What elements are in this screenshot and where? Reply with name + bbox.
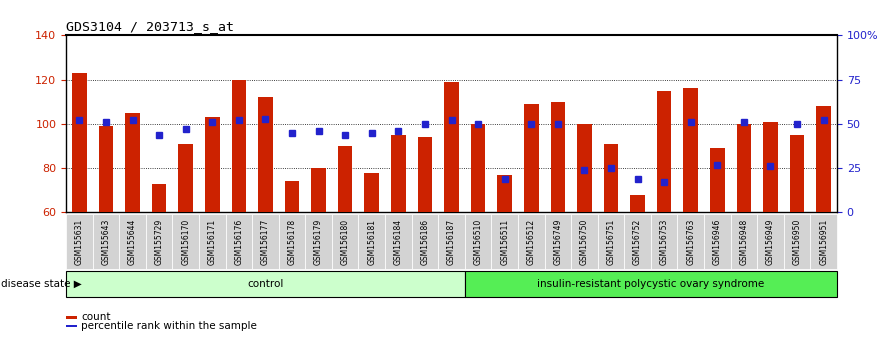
Bar: [285, 181, 300, 212]
Text: count: count: [81, 312, 110, 322]
Bar: [125, 113, 140, 212]
Bar: [232, 80, 246, 212]
Bar: [470, 124, 485, 212]
Bar: [338, 146, 352, 212]
Bar: [365, 172, 379, 212]
Bar: [444, 82, 459, 212]
Text: control: control: [248, 279, 284, 289]
Text: GSM156184: GSM156184: [394, 218, 403, 265]
Bar: [205, 117, 219, 212]
Text: GSM156951: GSM156951: [819, 218, 828, 265]
Bar: [710, 148, 725, 212]
Text: GSM156949: GSM156949: [766, 218, 775, 265]
Bar: [311, 168, 326, 212]
Text: GSM156510: GSM156510: [474, 218, 483, 265]
Text: GSM155631: GSM155631: [75, 218, 84, 265]
Text: GSM156186: GSM156186: [420, 218, 429, 265]
Bar: [657, 91, 671, 212]
Text: GSM156946: GSM156946: [713, 218, 722, 265]
Text: GSM156171: GSM156171: [208, 218, 217, 265]
Text: GSM155643: GSM155643: [101, 218, 110, 265]
Text: GSM156763: GSM156763: [686, 218, 695, 265]
Bar: [498, 175, 512, 212]
Bar: [551, 102, 565, 212]
Text: GSM156752: GSM156752: [633, 218, 642, 265]
Bar: [524, 104, 538, 212]
Bar: [763, 122, 778, 212]
Bar: [577, 124, 592, 212]
Text: GSM156187: GSM156187: [447, 218, 456, 265]
Text: percentile rank within the sample: percentile rank within the sample: [81, 321, 257, 331]
Bar: [630, 195, 645, 212]
Text: GSM156512: GSM156512: [527, 218, 536, 265]
Text: GSM156179: GSM156179: [315, 218, 323, 265]
Text: GSM156177: GSM156177: [261, 218, 270, 265]
Text: GSM156176: GSM156176: [234, 218, 243, 265]
Bar: [817, 106, 831, 212]
Bar: [789, 135, 804, 212]
Text: GSM156950: GSM156950: [793, 218, 802, 265]
Text: GSM156511: GSM156511: [500, 218, 509, 265]
Text: GSM155644: GSM155644: [128, 218, 137, 265]
Text: GSM156170: GSM156170: [181, 218, 190, 265]
Text: GDS3104 / 203713_s_at: GDS3104 / 203713_s_at: [66, 20, 234, 33]
Bar: [258, 97, 273, 212]
Bar: [99, 126, 114, 212]
Text: insulin-resistant polycystic ovary syndrome: insulin-resistant polycystic ovary syndr…: [537, 279, 765, 289]
Text: GSM156178: GSM156178: [287, 218, 297, 265]
Text: GSM156751: GSM156751: [606, 218, 616, 265]
Bar: [418, 137, 433, 212]
Text: GSM155729: GSM155729: [154, 218, 164, 265]
Bar: [72, 73, 86, 212]
Bar: [684, 88, 698, 212]
Bar: [152, 184, 167, 212]
Bar: [178, 144, 193, 212]
Bar: [391, 135, 405, 212]
Text: disease state ▶: disease state ▶: [1, 279, 82, 289]
Text: GSM156753: GSM156753: [660, 218, 669, 265]
Text: GSM156948: GSM156948: [739, 218, 749, 265]
Bar: [737, 124, 751, 212]
Text: GSM156181: GSM156181: [367, 219, 376, 264]
Bar: [603, 144, 618, 212]
Text: GSM156180: GSM156180: [341, 218, 350, 265]
Text: GSM156749: GSM156749: [553, 218, 562, 265]
Text: GSM156750: GSM156750: [580, 218, 589, 265]
